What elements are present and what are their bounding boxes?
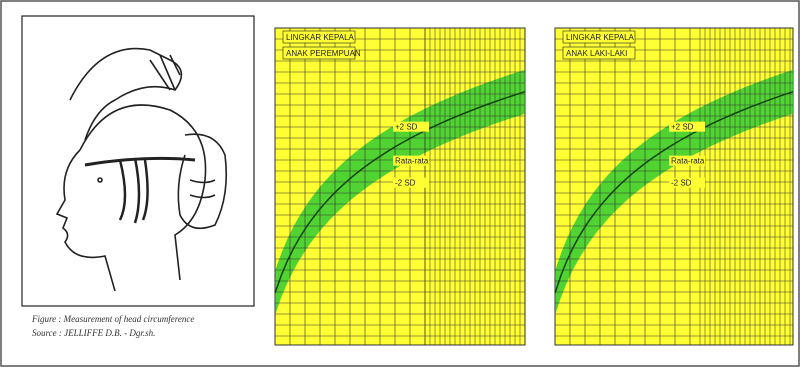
sd-label: +2 SD xyxy=(671,123,694,132)
sd-label: Rata-rata xyxy=(671,157,705,166)
page: Figure : Measurement of head circumferen… xyxy=(0,0,800,367)
sd-label: +2 SD xyxy=(395,123,418,132)
chart-title: LINGKAR KEPALA xyxy=(566,33,635,42)
chart-subtitle: ANAK LAKI-LAKI xyxy=(566,49,627,58)
sd-label: -2 SD xyxy=(671,179,692,188)
caption: Figure : Measurement of head circumferen… xyxy=(31,314,194,324)
sd-label: -2 SD xyxy=(395,179,416,188)
growth-chart: LINGKAR KEPALA ANAK PEREMPUAN +2 SD Rata-ra… xyxy=(275,28,525,345)
sd-label: Rata-rata xyxy=(395,157,429,166)
source: Source : JELLIFFE D.B. - Dgr.sh. xyxy=(32,328,155,338)
growth-chart: LINGKAR KEPALA ANAK LAKI-LAKI +2 SD Rata-ra… xyxy=(555,28,793,345)
chart-title: LINGKAR KEPALA xyxy=(286,33,355,42)
chart-subtitle: ANAK PEREMPUAN xyxy=(286,49,361,58)
figure: Figure : Measurement of head circumferen… xyxy=(0,0,800,367)
